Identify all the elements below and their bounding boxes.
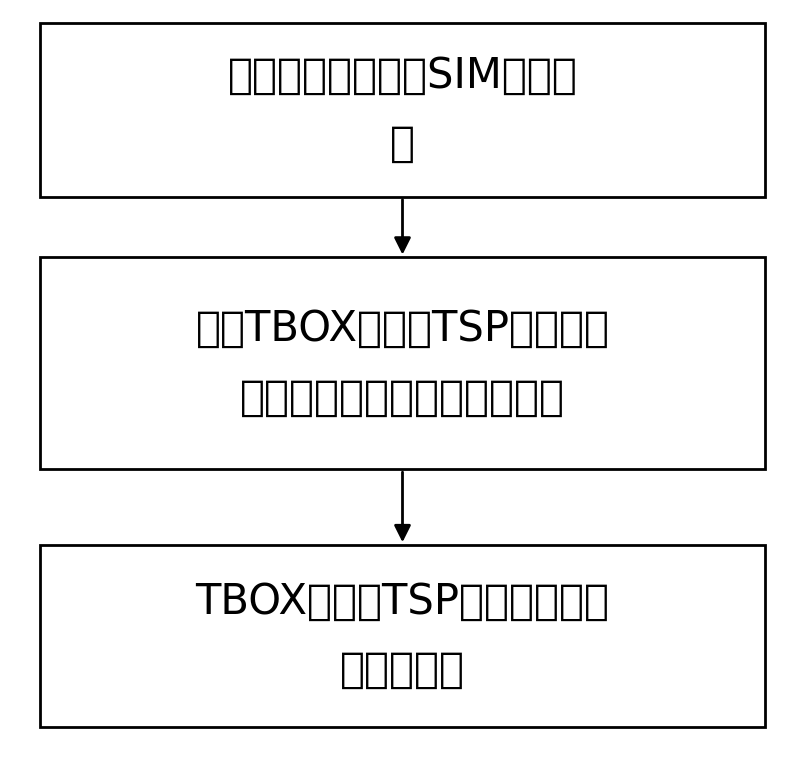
Text: 建立TBOX终端与TSP平台通信
通道，并根据主密钥进行认证: 建立TBOX终端与TSP平台通信 通道，并根据主密钥进行认证 (196, 308, 609, 419)
Bar (40, 257, 765, 469)
Bar (40, 23, 765, 197)
Text: TBOX终端与TSP平台进行报文
的相互传输: TBOX终端与TSP平台进行报文 的相互传输 (196, 581, 609, 691)
Bar (40, 545, 765, 727)
Text: 生成硬件安全加密SIM卡主密
钥: 生成硬件安全加密SIM卡主密 钥 (228, 55, 577, 165)
